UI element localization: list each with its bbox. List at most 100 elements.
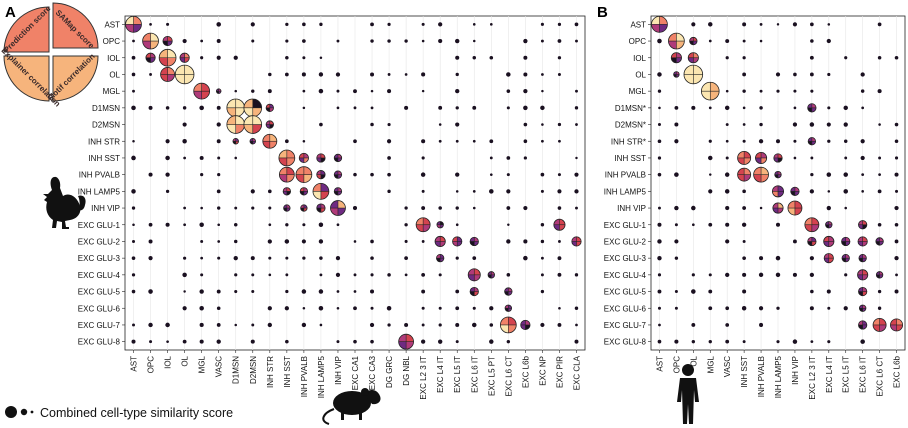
small-dot: [318, 72, 324, 77]
small-dot: [759, 122, 763, 127]
dot-glyph: [771, 185, 785, 198]
dot-quadrant: [406, 334, 414, 342]
x-tick-label: EXC L4 IT: [825, 356, 834, 393]
dot-quadrant: [841, 237, 846, 242]
small-dot: [742, 139, 746, 143]
small-dot: [200, 273, 204, 277]
x-tick-label: INH PVALB: [757, 356, 766, 397]
dot-quadrant: [184, 57, 190, 63]
small-dot: [540, 172, 545, 177]
small-dot: [657, 172, 662, 177]
dot-quadrant: [744, 168, 751, 175]
dot-glyph: [857, 269, 869, 281]
dot-glyph: [265, 103, 274, 112]
small-dot: [472, 56, 476, 60]
dot-outline: [215, 88, 222, 94]
small-dot: [301, 239, 306, 244]
dot-quadrant: [807, 107, 812, 113]
small-dot: [335, 256, 341, 261]
small-dot: [742, 72, 747, 77]
dot-glyph: [316, 153, 326, 163]
small-dot: [251, 273, 255, 277]
small-dot: [216, 139, 221, 144]
small-dot: [575, 39, 578, 43]
small-dot: [725, 139, 729, 143]
y-tick-label: INH SST: [614, 154, 646, 163]
dot-glyph: [651, 16, 668, 33]
x-tick-label: DG NBL: [402, 355, 411, 385]
dot-quadrant: [423, 224, 431, 232]
small-dot: [725, 56, 729, 60]
dot-glyph: [243, 115, 263, 134]
small-dot: [318, 88, 324, 94]
dot-quadrant: [243, 115, 253, 125]
dot-quadrant: [862, 269, 868, 275]
dot-glyph: [436, 221, 444, 229]
small-dot: [285, 56, 289, 60]
dot-outline: [773, 153, 783, 163]
small-dot: [575, 89, 578, 93]
y-tick-label: D1MSN*: [615, 104, 646, 113]
small-dot: [489, 156, 493, 160]
dot-quadrant: [303, 204, 308, 209]
y-tick-label: EXC GLU-5: [604, 288, 647, 297]
small-dot: [182, 106, 187, 110]
small-dot: [558, 240, 561, 243]
small-dot: [557, 39, 562, 43]
dot-quadrant: [474, 287, 479, 292]
small-dot: [387, 273, 391, 277]
small-dot: [759, 89, 763, 93]
small-dot: [725, 89, 729, 93]
small-dot: [268, 273, 272, 277]
small-dot: [199, 222, 204, 227]
small-dot: [708, 289, 713, 294]
dot-glyph: [823, 253, 834, 264]
dot-glyph: [299, 187, 309, 196]
dot-outline: [398, 333, 414, 350]
small-dot: [523, 38, 528, 44]
y-tick-label: OL: [109, 70, 120, 79]
small-dot: [557, 272, 562, 277]
small-dot: [725, 123, 729, 127]
dot-outline: [875, 271, 884, 279]
dot-glyph: [772, 202, 784, 214]
dot-quadrant: [659, 24, 668, 33]
dot-quadrant: [858, 287, 863, 292]
small-dot: [285, 39, 289, 43]
dot-quadrant: [794, 191, 800, 196]
dot-glyph: [278, 149, 296, 167]
small-dot: [489, 23, 493, 26]
dot-quadrant: [828, 258, 834, 263]
small-dot: [438, 273, 442, 277]
dot-quadrant: [320, 153, 326, 158]
dot-quadrant: [334, 187, 338, 192]
small-dot: [387, 172, 391, 177]
small-dot: [438, 105, 443, 110]
dot-quadrant: [316, 208, 321, 213]
dot-outline: [278, 166, 295, 183]
dot-quadrant: [150, 33, 159, 42]
small-dot: [370, 306, 374, 310]
dot-quadrant: [226, 98, 236, 108]
dot-quadrant: [879, 318, 887, 325]
y-tick-label: INH SST: [88, 154, 120, 163]
small-dot: [318, 289, 324, 294]
dot-quadrant: [145, 53, 151, 58]
small-dot: [200, 206, 203, 210]
dot-quadrant: [299, 153, 304, 158]
y-tick-label: INH LAMP5: [78, 187, 121, 196]
dot-quadrant: [337, 191, 342, 196]
small-dot: [131, 189, 136, 194]
dot-quadrant: [787, 208, 795, 216]
small-dot: [148, 289, 153, 294]
dot-quadrant: [283, 191, 287, 196]
small-dot: [336, 290, 340, 293]
x-tick-label: MGL: [198, 355, 207, 373]
dot-quadrant: [668, 41, 677, 49]
dot-quadrant: [744, 174, 751, 182]
dot-glyph: [162, 35, 173, 47]
small-dot: [182, 306, 187, 311]
dot-quadrant: [824, 253, 829, 259]
small-dot: [182, 339, 187, 344]
small-dot: [894, 139, 899, 144]
